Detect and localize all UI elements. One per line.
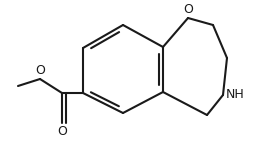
Text: O: O (35, 64, 45, 77)
Text: NH: NH (226, 88, 245, 102)
Text: O: O (183, 3, 193, 16)
Text: O: O (57, 125, 67, 138)
